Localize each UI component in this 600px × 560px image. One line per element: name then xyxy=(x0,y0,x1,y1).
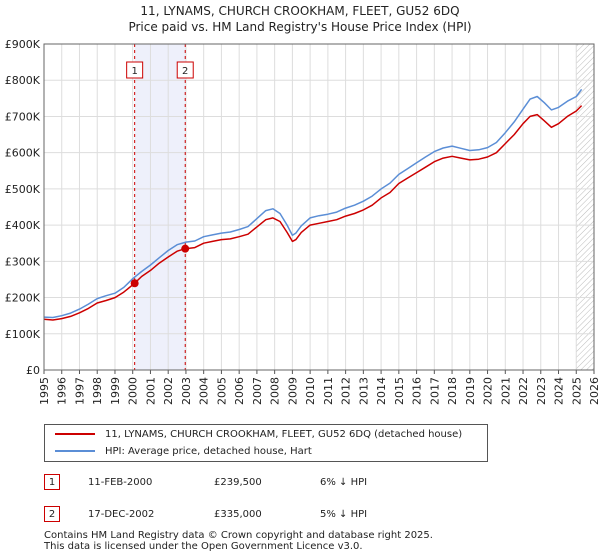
x-tick-label: 2011 xyxy=(322,377,335,405)
transaction-point xyxy=(181,244,190,253)
footer-licence: This data is licensed under the Open Gov… xyxy=(44,541,363,552)
y-tick-label: £700K xyxy=(5,110,41,123)
transaction-marker: 2 xyxy=(44,506,60,522)
y-tick-label: £600K xyxy=(5,147,41,160)
x-tick-label: 2015 xyxy=(393,377,406,405)
transaction-marker: 1 xyxy=(44,474,60,490)
chart-subtitle: Price paid vs. HM Land Registry's House … xyxy=(128,20,472,34)
transaction-price: £335,000 xyxy=(214,509,262,520)
y-tick-label: £500K xyxy=(5,183,41,196)
x-tick-label: 2013 xyxy=(357,377,370,405)
x-tick-label: 2026 xyxy=(588,377,600,405)
transaction-marker-box xyxy=(176,61,194,79)
transaction-hpi-diff: 6% ↓ HPI xyxy=(320,477,368,488)
y-tick-label: £300K xyxy=(5,255,41,268)
transaction-point xyxy=(130,279,139,288)
y-tick-label: £400K xyxy=(5,219,41,232)
x-tick-label: 2023 xyxy=(535,377,548,405)
legend-swatch-hpi xyxy=(55,450,95,452)
x-tick-label: 1999 xyxy=(109,377,122,405)
x-tick-label: 2005 xyxy=(215,377,228,405)
x-tick-label: 2004 xyxy=(198,377,211,405)
transaction-date: 17-DEC-2002 xyxy=(88,509,155,520)
transaction-date: 11-FEB-2000 xyxy=(88,477,153,488)
y-tick-label: £200K xyxy=(5,292,41,305)
x-tick-label: 2025 xyxy=(570,377,583,405)
legend-label-property: 11, LYNAMS, CHURCH CROOKHAM, FLEET, GU52… xyxy=(105,429,463,440)
x-tick-label: 2022 xyxy=(517,377,530,405)
hatched-region xyxy=(576,44,594,370)
price-chart: £0 £100K £200K £300K £400K £500K £600K £700K £80… xyxy=(5,38,600,405)
x-tick-label: 2012 xyxy=(340,377,353,405)
x-tick-label: 1997 xyxy=(73,377,86,405)
y-tick-label: £100K xyxy=(5,328,41,341)
x-tick-label: 1998 xyxy=(91,377,104,405)
transaction-price: £239,500 xyxy=(214,477,262,488)
plot-area xyxy=(44,44,594,370)
x-tick-label: 2018 xyxy=(446,377,459,405)
plot-frame xyxy=(43,43,595,371)
x-tick-label: 2009 xyxy=(286,377,299,405)
x-tick-label: 2020 xyxy=(482,377,495,405)
chart-legend: 11, LYNAMS, CHURCH CROOKHAM, FLEET, GU52… xyxy=(44,424,488,462)
x-tick-label: 2008 xyxy=(269,377,282,405)
x-tick-label: 2024 xyxy=(553,377,566,405)
y-tick-label: £0 xyxy=(26,364,40,377)
x-tick-label: 2010 xyxy=(304,377,317,405)
transaction-marker-label: 2 xyxy=(182,66,188,77)
legend-item-property: 11, LYNAMS, CHURCH CROOKHAM, FLEET, GU52… xyxy=(55,427,462,443)
legend-item-hpi: HPI: Average price, detached house, Hart xyxy=(55,444,312,460)
x-tick-label: 2007 xyxy=(251,377,264,405)
y-tick-label: £800K xyxy=(5,74,41,87)
x-tick-label: 1995 xyxy=(38,377,51,405)
x-tick-label: 2014 xyxy=(375,377,388,405)
y-tick-label: £900K xyxy=(5,38,41,51)
hpi-line xyxy=(43,88,583,319)
x-tick-label: 2019 xyxy=(464,377,477,405)
footer-copyright: Contains HM Land Registry data © Crown c… xyxy=(44,530,433,541)
x-tick-label: 2017 xyxy=(428,377,441,405)
x-tick-label: 2003 xyxy=(180,377,193,405)
transaction-marker-box xyxy=(126,61,144,79)
transaction-hpi-diff: 5% ↓ HPI xyxy=(320,509,368,520)
x-tick-label: 2016 xyxy=(411,377,424,405)
legend-swatch-property xyxy=(55,433,95,435)
x-tick-label: 1996 xyxy=(56,377,69,405)
chart-title: 11, LYNAMS, CHURCH CROOKHAM, FLEET, GU52… xyxy=(140,4,460,18)
x-tick-label: 2006 xyxy=(233,377,246,405)
shaded-period xyxy=(134,44,186,370)
transaction-marker-label: 1 xyxy=(131,66,137,77)
property-price-line xyxy=(43,105,583,321)
x-tick-label: 2021 xyxy=(499,377,512,405)
legend-label-hpi: HPI: Average price, detached house, Hart xyxy=(105,446,312,457)
x-tick-label: 2000 xyxy=(127,377,140,405)
x-tick-label: 2002 xyxy=(162,377,175,405)
x-tick-label: 2001 xyxy=(144,377,157,405)
